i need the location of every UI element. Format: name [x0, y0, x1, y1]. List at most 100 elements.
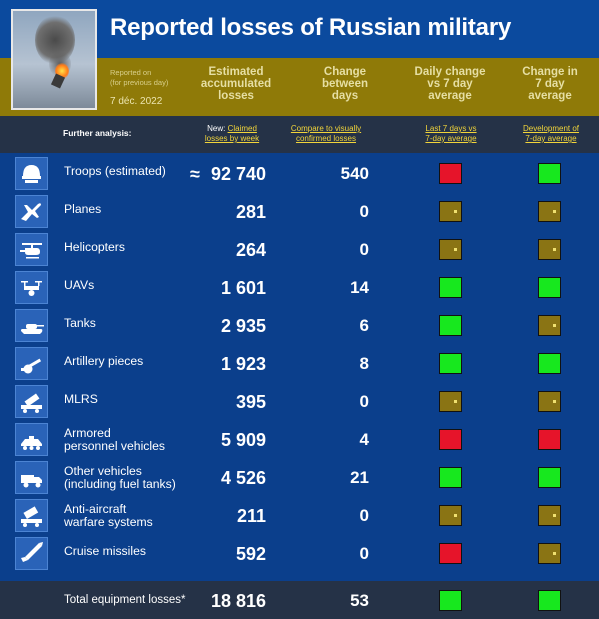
helicopter-icon — [15, 233, 48, 266]
drone-icon — [15, 271, 48, 304]
missile-icon — [15, 537, 48, 570]
trend-status-indicator — [538, 429, 561, 450]
jet-icon — [15, 195, 48, 228]
daily-status-indicator — [439, 543, 462, 564]
trend-status-indicator — [538, 543, 561, 564]
further-analysis-bar: Further analysis: New: Claimed losses by… — [0, 116, 599, 153]
change-value: 0 — [359, 202, 369, 221]
daily-status-indicator — [439, 467, 462, 488]
total-row: Total equipment losses* 18 816 53 — [0, 581, 599, 619]
row-label: UAVs — [64, 278, 95, 292]
daily-status-indicator — [439, 353, 462, 374]
trend-status-indicator — [538, 391, 561, 412]
accumulated-value: 2 935 — [220, 316, 266, 336]
change-value: 0 — [359, 506, 369, 525]
column-header-band: Reported on (for previous day) 7 déc. 20… — [0, 58, 599, 116]
table-row: UAVs 1 601 14 — [0, 269, 599, 307]
column-header-daily-change: Daily change vs 7 day average — [414, 66, 486, 102]
change-value: 4 — [359, 430, 369, 449]
change-value: 0 — [359, 544, 369, 563]
table-row: Armored personnel vehicles 5 909 4 — [0, 421, 599, 459]
air-defense-icon — [15, 499, 48, 532]
trend-status-indicator — [538, 239, 561, 260]
total-daily-status — [439, 590, 462, 611]
total-label: Total equipment losses* — [64, 594, 186, 606]
daily-status-indicator — [439, 239, 462, 260]
row-label: Artillery pieces — [64, 354, 144, 368]
accumulated-value: 5 909 — [220, 430, 266, 450]
table-row: Troops (estimated) ≈92 740 540 — [0, 155, 599, 193]
daily-status-indicator — [439, 277, 462, 298]
row-label: Helicopters — [64, 240, 125, 254]
trend-status-indicator — [538, 201, 561, 222]
change-value: 21 — [350, 468, 369, 487]
row-label: MLRS — [64, 392, 98, 406]
daily-status-indicator — [439, 163, 462, 184]
table-row: Cruise missiles 592 0 — [0, 535, 599, 573]
column-header-estimated: Estimated accumulated losses — [200, 66, 272, 102]
row-label: Tanks — [64, 316, 96, 330]
daily-status-indicator — [439, 315, 462, 336]
artillery-icon — [15, 347, 48, 380]
change-value: 6 — [359, 316, 369, 335]
total-value: 18 816 — [210, 591, 266, 611]
daily-status-indicator — [439, 201, 462, 222]
table-row: Other vehicles (including fuel tanks) 4 52… — [0, 459, 599, 497]
header-bar: Reported losses of Russian military — [0, 0, 599, 58]
table-row: Anti-aircraft warfare systems 211 0 — [0, 497, 599, 535]
change-value: 14 — [350, 278, 369, 297]
daily-status-indicator — [439, 391, 462, 412]
trend-status-indicator — [538, 315, 561, 336]
trend-status-indicator — [538, 505, 561, 526]
further-analysis-label: Further analysis: — [63, 128, 132, 138]
accumulated-value: 1 923 — [220, 354, 266, 374]
daily-status-indicator — [439, 429, 462, 450]
claimed-losses-link[interactable]: New: Claimed losses by week — [204, 124, 260, 143]
row-label: Other vehicles (including fuel tanks) — [64, 464, 176, 491]
change-value: 0 — [359, 240, 369, 259]
truck-icon — [15, 461, 48, 494]
column-header-change: Change between days — [321, 66, 368, 102]
row-label: Troops (estimated) — [64, 164, 166, 178]
daily-status-indicator — [439, 505, 462, 526]
change-value: 0 — [359, 392, 369, 411]
apc-icon — [15, 423, 48, 456]
table-row: Helicopters 264 0 — [0, 231, 599, 269]
reported-on-label: Reported on (for previous day) — [110, 68, 169, 87]
accumulated-value: 281 — [235, 202, 266, 222]
accumulated-value: 592 — [235, 544, 266, 564]
table-row: Planes 281 0 — [0, 193, 599, 231]
approx-symbol: ≈ — [190, 164, 200, 184]
page-title: Reported losses of Russian military — [110, 14, 512, 41]
row-label: Cruise missiles — [64, 544, 146, 558]
row-label: Anti-aircraft warfare systems — [64, 502, 153, 529]
column-header-trend: Change in 7 day average — [522, 66, 578, 102]
development-7-day-link[interactable]: Development of 7-day average — [522, 124, 580, 143]
trend-status-indicator — [538, 353, 561, 374]
confirmed-losses-link[interactable]: Compare to visually confirmed losses — [290, 124, 362, 143]
table-row: MLRS 395 0 — [0, 383, 599, 421]
accumulated-value: 92 740 — [210, 164, 266, 184]
trend-status-indicator — [538, 467, 561, 488]
wreckage-photo — [11, 9, 97, 110]
row-label: Planes — [64, 202, 102, 216]
total-trend-status — [538, 590, 561, 611]
accumulated-value: 4 526 — [220, 468, 266, 488]
change-value: 540 — [340, 164, 369, 183]
report-date: 7 déc. 2022 — [110, 96, 163, 107]
trend-status-indicator — [538, 163, 561, 184]
accumulated-value: 211 — [236, 506, 266, 526]
accumulated-value: 1 601 — [220, 278, 266, 298]
total-change: 53 — [350, 591, 369, 610]
table-row: Tanks 2 935 6 — [0, 307, 599, 345]
rocket-launcher-icon — [15, 385, 48, 418]
last-7-days-link[interactable]: Last 7 days vs 7-day average — [425, 124, 477, 143]
change-value: 8 — [359, 354, 369, 373]
helmet-icon — [15, 157, 48, 190]
row-label: Armored personnel vehicles — [64, 426, 165, 453]
accumulated-value: 264 — [235, 240, 266, 260]
trend-status-indicator — [538, 277, 561, 298]
accumulated-value: 395 — [235, 392, 266, 412]
table-row: Artillery pieces 1 923 8 — [0, 345, 599, 383]
tank-icon — [15, 309, 48, 342]
